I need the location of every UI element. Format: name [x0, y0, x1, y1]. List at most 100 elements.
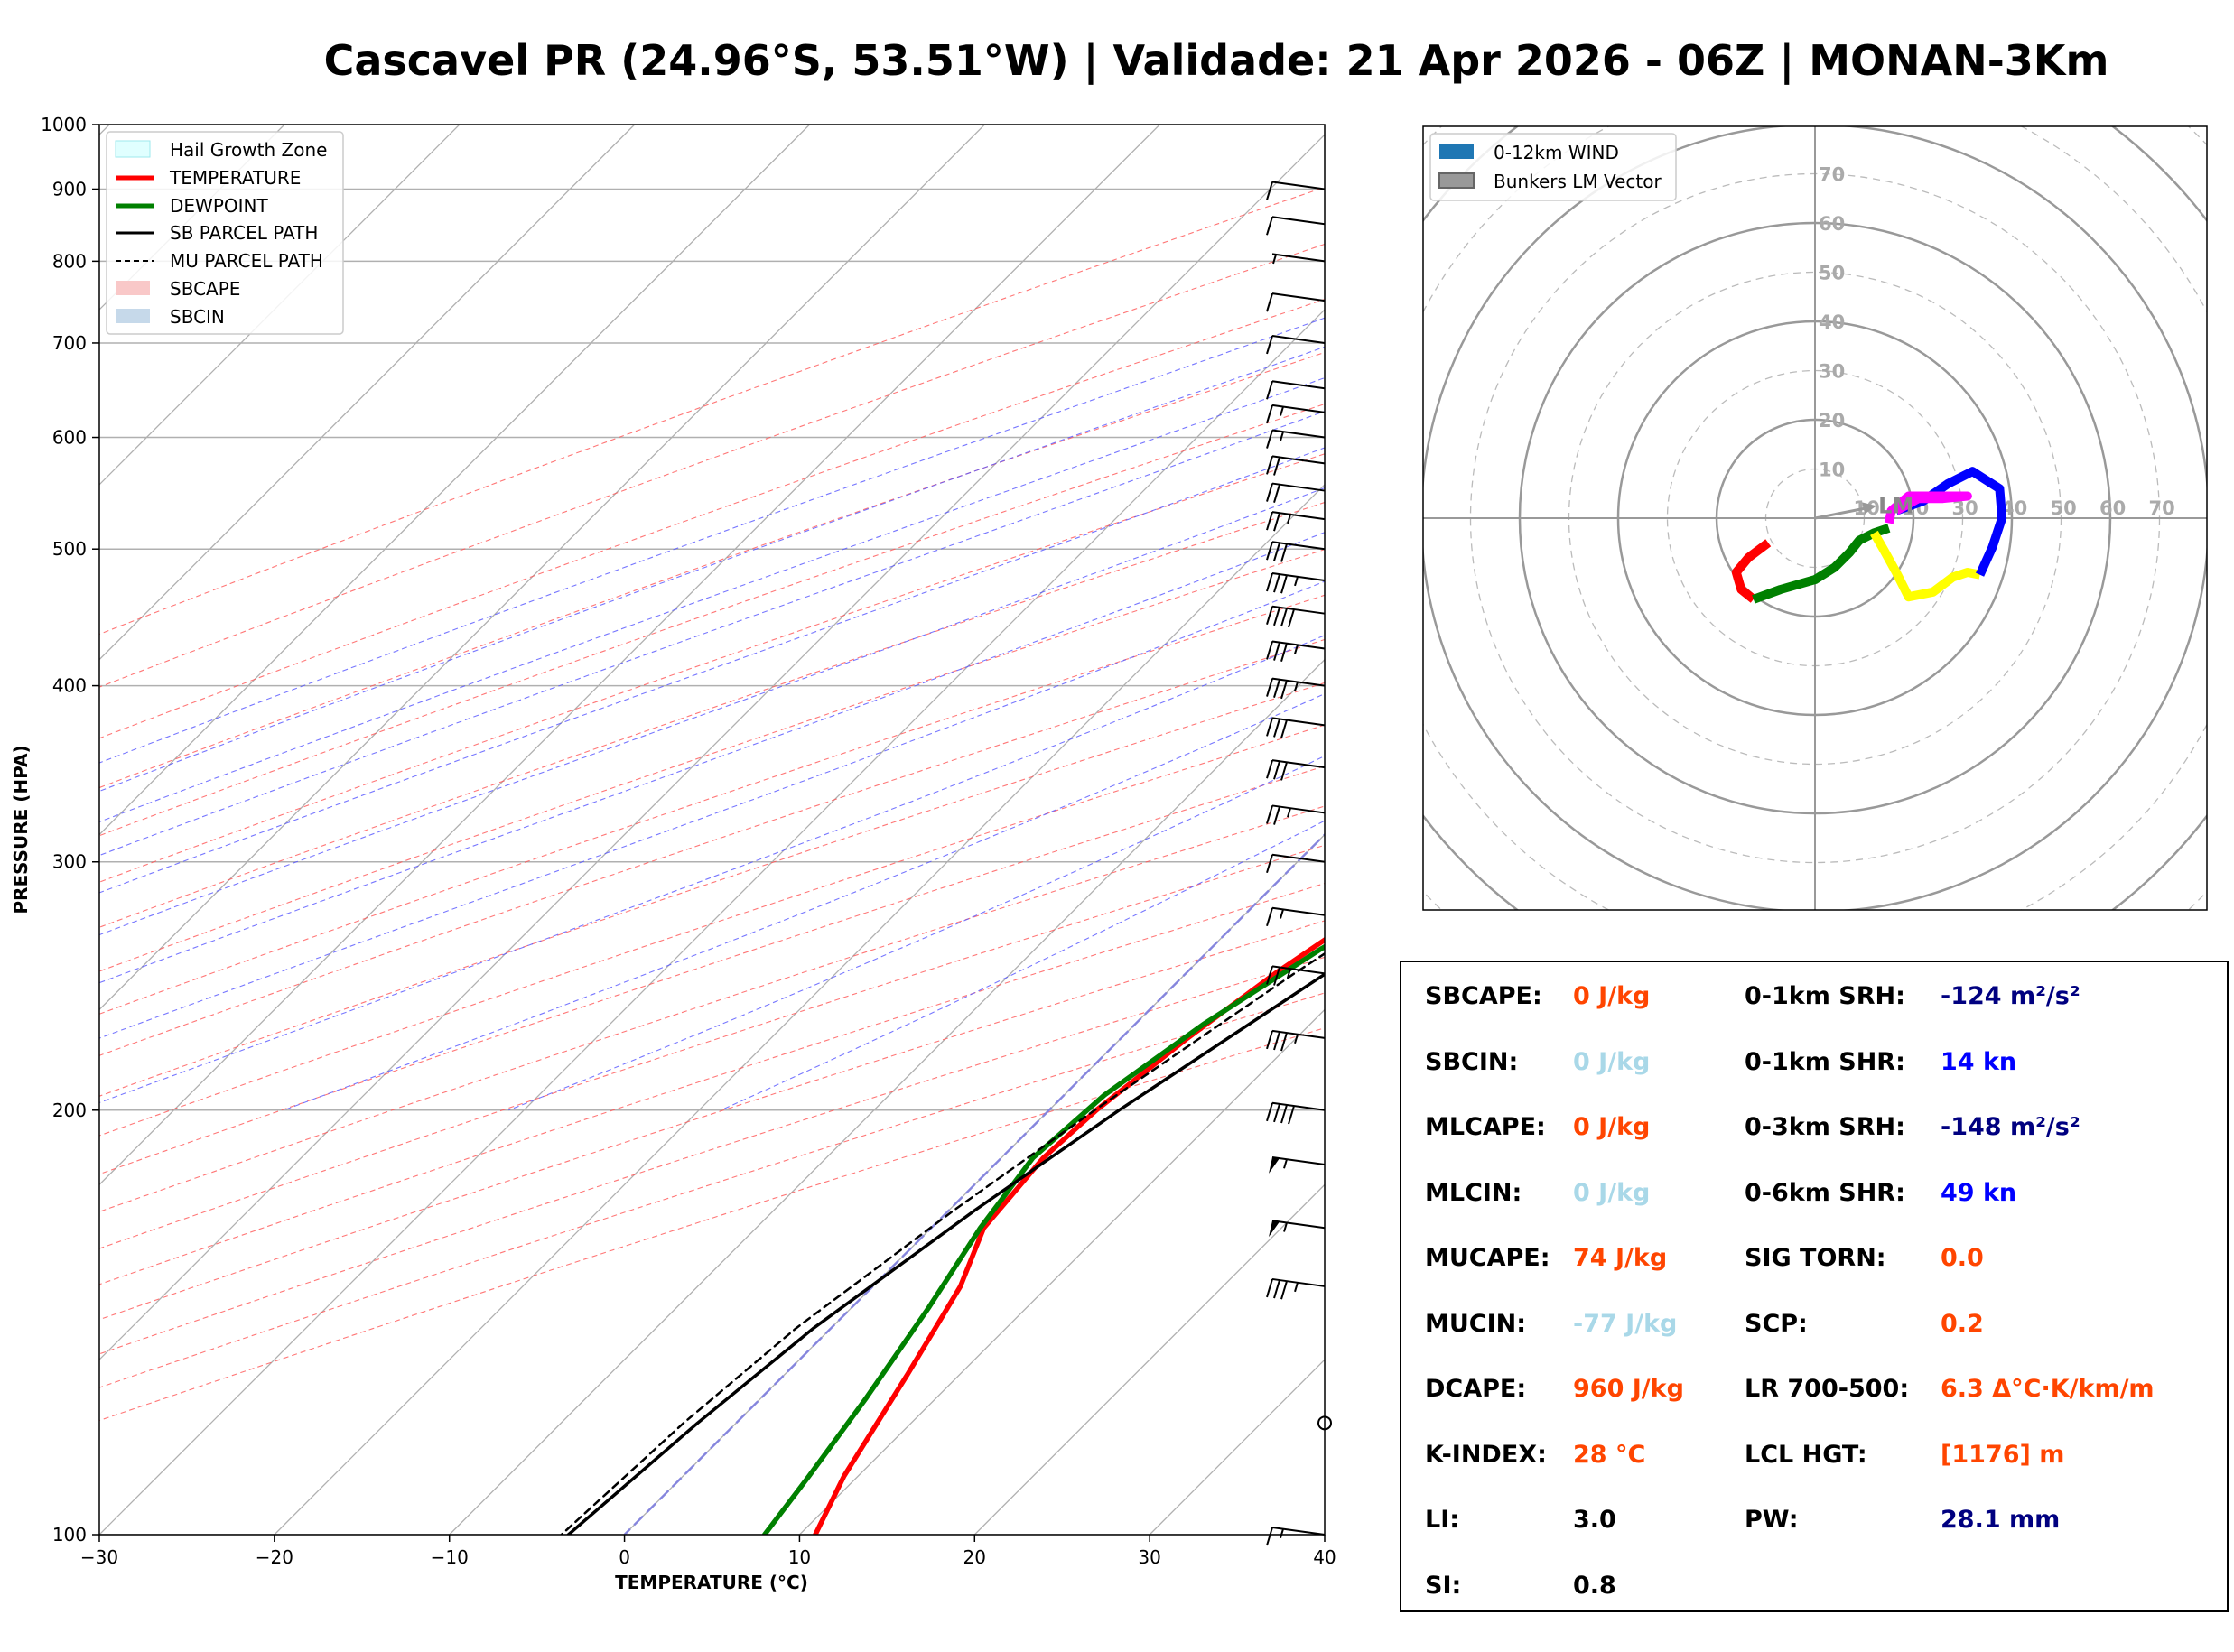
- dry-adiabat: [99, 351, 1325, 789]
- skewt-background-lines: [99, 125, 1325, 1535]
- dewpoint-line: [761, 943, 1325, 1535]
- dry-adiabat: [99, 186, 1325, 636]
- index-label: MLCAPE:: [1425, 1113, 1546, 1141]
- y-tick-label: 1000: [41, 114, 87, 135]
- x-tick-label: −30: [80, 1546, 118, 1568]
- index-label: SCP:: [1745, 1309, 1808, 1338]
- dry-adiabat: [99, 920, 1325, 1321]
- x-axis-title: TEMPERATURE (°C): [615, 1572, 808, 1593]
- wind-barb: [1266, 216, 1326, 236]
- hodo-segment: [1884, 491, 1972, 524]
- moist-adiabat: [284, 692, 1325, 1111]
- dry-adiabat: [99, 549, 1325, 972]
- wind-barb: [1266, 292, 1326, 312]
- isotherm: [624, 833, 1325, 1535]
- isotherm: [798, 1008, 1325, 1535]
- dry-adiabat: [99, 992, 1325, 1388]
- dry-adiabat: [99, 805, 1325, 1212]
- ring-label-horizontal: 20: [1903, 497, 1929, 519]
- legend-sb-parcel: SB PARCEL PATH: [170, 222, 318, 244]
- ring-label-vertical: 60: [1819, 213, 1845, 235]
- moist-adiabat: [99, 447, 1325, 894]
- moist-adiabat: [721, 820, 1325, 1111]
- mu-parcel-line: [560, 951, 1325, 1535]
- legend-bunkers: Bunkers LM Vector: [1494, 171, 1662, 192]
- wind-barb: [1269, 1220, 1326, 1238]
- skewt-frame: [98, 124, 1326, 1536]
- index-value: 49 kn: [1941, 1178, 2017, 1207]
- wind-barb: [1266, 511, 1326, 532]
- wind-barb: [1266, 181, 1326, 200]
- isotherm: [99, 125, 461, 486]
- ring-label-vertical: 70: [1819, 164, 1845, 186]
- legend-mu-parcel: MU PARCEL PATH: [170, 250, 323, 272]
- ring-label-horizontal: 30: [1952, 497, 1978, 519]
- index-value: -148 m²/s²: [1941, 1113, 2080, 1141]
- ring-label-horizontal: 50: [2051, 497, 2077, 519]
- freezing-isotherm: [623, 832, 1325, 1535]
- index-value: 0 J/kg: [1573, 1113, 1651, 1141]
- wind-barb: [1266, 906, 1326, 927]
- y-tick-label: 300: [52, 851, 87, 873]
- wind-barb: [1266, 380, 1326, 400]
- y-tick-label: 200: [52, 1100, 87, 1121]
- wind-barb: [1266, 482, 1326, 503]
- hodo-ring: [1423, 126, 2207, 910]
- hodo-ring-minor: [1764, 468, 1866, 569]
- index-label: 0-6km SHR:: [1745, 1178, 1905, 1207]
- temperature-line: [813, 936, 1325, 1535]
- dry-adiabat: [99, 956, 1325, 1355]
- index-value: 3.0: [1573, 1506, 1616, 1534]
- hodo-ring: [1715, 418, 1915, 618]
- dry-adiabat: [99, 638, 1325, 1056]
- ring-label-vertical: 40: [1819, 311, 1845, 333]
- bunkers-lm-arrowhead: [1862, 502, 1877, 515]
- dry-adiabat: [99, 882, 1325, 1285]
- dry-adiabat: [99, 682, 1325, 1097]
- wind-barb: [1266, 1277, 1326, 1300]
- wind-barb: [1266, 1527, 1326, 1546]
- isotherm: [1324, 1534, 1325, 1535]
- dry-adiabat: [99, 844, 1325, 1249]
- wind-barb: [1266, 605, 1326, 628]
- x-tick-label: 10: [788, 1546, 811, 1568]
- dry-adiabat: [99, 766, 1325, 1175]
- wind-barb: [1266, 541, 1326, 562]
- wind-barb: [1266, 404, 1326, 424]
- y-tick-label: 800: [52, 250, 87, 272]
- y-tick-label: 700: [52, 332, 87, 354]
- hodograph-legend: 0-12km WIND Bunkers LM Vector: [1429, 133, 1677, 201]
- index-value: 960 J/kg: [1573, 1375, 1684, 1403]
- isotherm: [99, 125, 811, 836]
- ring-label-horizontal: 40: [2001, 497, 2027, 519]
- index-value: 6.3 Δ°C·K/km/m: [1941, 1375, 2155, 1403]
- hodo-ring-minor: [1423, 126, 2207, 910]
- hodo-ring: [1616, 320, 2014, 717]
- wind-barb: [1317, 1415, 1332, 1431]
- isotherm: [973, 1183, 1325, 1535]
- hodo-ring-minor: [1568, 271, 2062, 766]
- isotherm: [449, 658, 1325, 1535]
- hodo-segment: [1731, 539, 1772, 603]
- moist-adiabat: [99, 580, 1325, 1039]
- wind-barb: [1266, 677, 1326, 700]
- ring-label-vertical: 20: [1819, 410, 1845, 432]
- y-tick-label: 500: [52, 538, 87, 560]
- ring-label-horizontal: 10: [1854, 497, 1880, 519]
- hodo-segment: [1752, 524, 1891, 604]
- index-label: MLCIN:: [1425, 1178, 1522, 1207]
- wind-barb: [1266, 334, 1326, 355]
- wind-barb: [1271, 253, 1326, 265]
- wind-barb: [1266, 455, 1326, 476]
- hodo-ring: [1423, 126, 2207, 910]
- index-value: 0 J/kg: [1573, 1047, 1651, 1076]
- ring-label-vertical: 50: [1819, 263, 1845, 284]
- dry-adiabat: [99, 453, 1325, 883]
- wind-barb: [1266, 1101, 1326, 1125]
- ring-label-vertical: 30: [1819, 361, 1845, 383]
- legend-sbcape: SBCAPE: [170, 278, 240, 300]
- isotherm: [99, 309, 1325, 1535]
- index-value: 74 J/kg: [1573, 1244, 1668, 1272]
